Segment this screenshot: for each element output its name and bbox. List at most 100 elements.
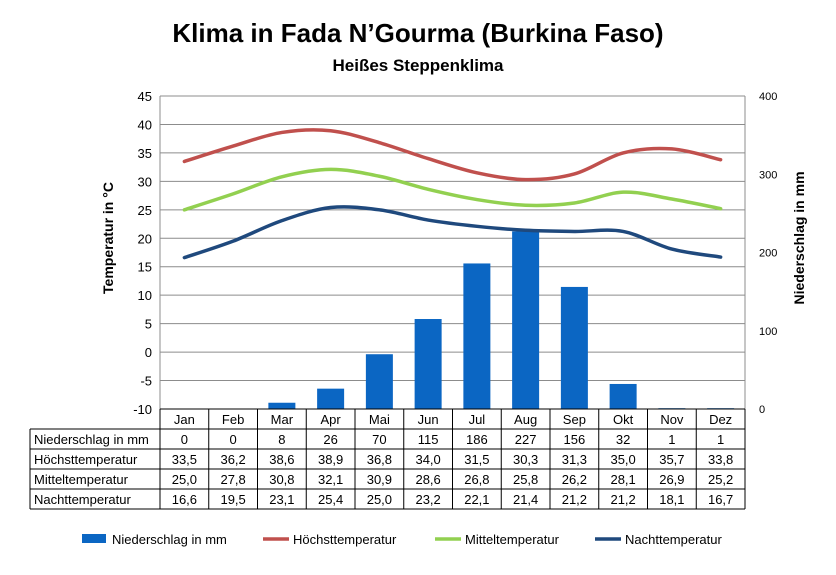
legend-label: Nachttemperatur — [625, 532, 722, 547]
table-cell: 32 — [616, 432, 630, 447]
x-tick-label: Apr — [321, 412, 342, 427]
table-row-label: Nachttemperatur — [34, 492, 131, 507]
table-cell: 23,2 — [415, 492, 440, 507]
y-tick-right-label: 400 — [759, 91, 777, 103]
table-cell: 16,7 — [708, 492, 733, 507]
table-cell: 33,8 — [708, 452, 733, 467]
x-tick-label: Nov — [660, 412, 684, 427]
table-cell: 26,8 — [464, 472, 489, 487]
x-tick-label: Sep — [563, 412, 586, 427]
x-tick-label: Mar — [271, 412, 294, 427]
table-cell: 33,5 — [172, 452, 197, 467]
table-cell: 25,4 — [318, 492, 343, 507]
x-tick-label: Mai — [369, 412, 390, 427]
table-cell: 23,1 — [269, 492, 294, 507]
precip-bar — [463, 263, 491, 409]
table-cell: 25,2 — [708, 472, 733, 487]
table-cell: 38,6 — [269, 452, 294, 467]
table-cell: 27,8 — [220, 472, 245, 487]
x-tick-label: Jul — [469, 412, 486, 427]
table-cell: 21,4 — [513, 492, 538, 507]
table-cell: 70 — [372, 432, 386, 447]
y-tick-left-label: 40 — [138, 117, 152, 132]
chart-subtitle: Heißes Steppenklima — [332, 56, 504, 75]
table-cell: 19,5 — [220, 492, 245, 507]
table-cell: 25,0 — [172, 472, 197, 487]
table-cell: 156 — [564, 432, 586, 447]
table-cell: 31,3 — [562, 452, 587, 467]
table-row-label: Niederschlag in mm — [34, 432, 149, 447]
y-axis-right-title: Niederschlag in mm — [791, 171, 807, 304]
y-tick-left-label: 45 — [138, 89, 152, 104]
mean-temp-line — [182, 167, 723, 212]
night-temp-line — [182, 205, 723, 260]
x-tick-label: Okt — [613, 412, 634, 427]
y-tick-right-label: 0 — [759, 404, 765, 416]
table-cell: 16,6 — [172, 492, 197, 507]
table-cell: 31,5 — [464, 452, 489, 467]
table-cell: 32,1 — [318, 472, 343, 487]
legend-label: Niederschlag in mm — [112, 532, 227, 547]
chart-title: Klima in Fada N’Gourma (Burkina Faso) — [172, 18, 664, 48]
table-cell: 186 — [466, 432, 488, 447]
table-cell: 36,8 — [367, 452, 392, 467]
precip-bar — [365, 354, 393, 409]
table-cell: 28,6 — [415, 472, 440, 487]
x-tick-label: Jan — [174, 412, 195, 427]
table-cell: 0 — [181, 432, 188, 447]
y-tick-left-label: 15 — [138, 260, 152, 275]
table-cell: 25,8 — [513, 472, 538, 487]
y-tick-left-label: -10 — [133, 402, 152, 417]
table-cell: 21,2 — [610, 492, 635, 507]
table-cell: 22,1 — [464, 492, 489, 507]
table-cell: 30,8 — [269, 472, 294, 487]
table-cell: 28,1 — [610, 472, 635, 487]
table-cell: 26,9 — [659, 472, 684, 487]
table-cell: 30,9 — [367, 472, 392, 487]
precip-bar — [317, 388, 345, 409]
x-tick-label: Feb — [222, 412, 244, 427]
table-cell: 18,1 — [659, 492, 684, 507]
table-cell: 36,2 — [220, 452, 245, 467]
x-tick-label: Aug — [514, 412, 537, 427]
max-temp-line — [182, 128, 723, 182]
y-tick-right-label: 300 — [759, 169, 777, 181]
table-cell: 25,0 — [367, 492, 392, 507]
y-tick-left-label: 25 — [138, 203, 152, 218]
y-axis-left-title: Temperatur in °C — [100, 182, 116, 294]
table-cell: 0 — [230, 432, 237, 447]
table-cell: 26,2 — [562, 472, 587, 487]
x-tick-label: Jun — [418, 412, 439, 427]
table-cell: 115 — [418, 432, 439, 447]
y-tick-right-label: 200 — [759, 248, 777, 260]
y-tick-left-label: 10 — [138, 288, 152, 303]
table-cell: 26 — [323, 432, 337, 447]
table-cell: 35,0 — [610, 452, 635, 467]
y-tick-left-label: -5 — [140, 374, 152, 389]
table-row-label: Mitteltemperatur — [34, 472, 129, 487]
x-tick-label: Dez — [709, 412, 732, 427]
y-tick-left-label: 35 — [138, 146, 152, 161]
table-cell: 21,2 — [562, 492, 587, 507]
table-cell: 30,3 — [513, 452, 538, 467]
precip-bar — [414, 319, 442, 409]
table-cell: 38,9 — [318, 452, 343, 467]
table-row-label: Höchsttemperatur — [34, 452, 138, 467]
table-cell: 34,0 — [415, 452, 440, 467]
table-cell: 1 — [717, 432, 724, 447]
y-tick-left-label: 5 — [145, 317, 152, 332]
legend-swatch — [82, 534, 106, 543]
table-cell: 227 — [515, 432, 537, 447]
y-tick-left-label: 0 — [145, 345, 152, 360]
precip-bar — [512, 231, 540, 409]
precip-bar — [268, 402, 296, 409]
precip-bar — [560, 286, 588, 409]
precip-bar — [609, 383, 637, 409]
table-cell: 35,7 — [659, 452, 684, 467]
table-cell: 8 — [278, 432, 285, 447]
y-tick-left-label: 30 — [138, 174, 152, 189]
table-cell: 1 — [668, 432, 675, 447]
legend-label: Höchsttemperatur — [293, 532, 397, 547]
